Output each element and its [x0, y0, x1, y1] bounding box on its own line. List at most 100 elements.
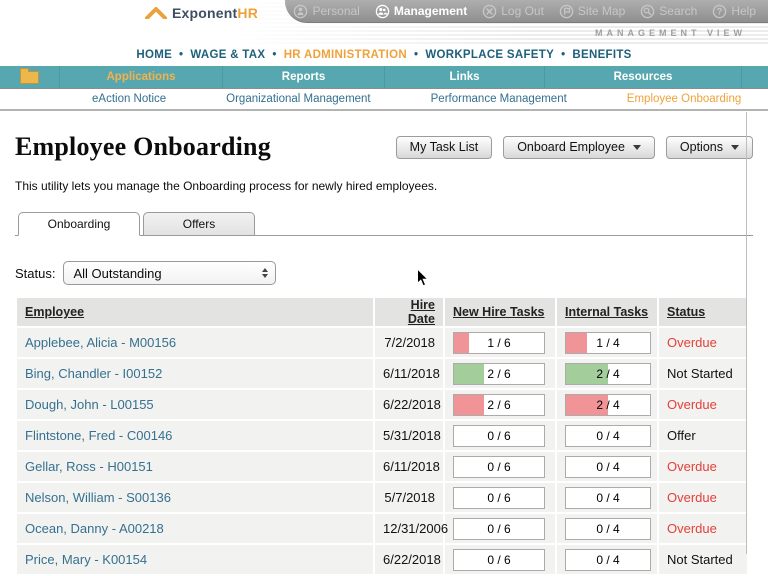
- utility-nav-personal[interactable]: Personal: [293, 4, 360, 19]
- employee-cell: Gellar, Ross - H00151: [17, 452, 373, 481]
- primary-nav-hr-administration[interactable]: HR ADMINISTRATION: [283, 49, 407, 61]
- primary-nav-benefits[interactable]: BENEFITS: [572, 49, 632, 61]
- folder-menu-button[interactable]: [0, 66, 60, 88]
- people-icon: [375, 4, 390, 19]
- task-progress-box: 0 / 4: [565, 455, 651, 478]
- hire-date-cell: 5/7/2018: [375, 483, 443, 512]
- task-progress-box: 2 / 6: [453, 362, 545, 385]
- task-progress-label: 0 / 6: [487, 490, 511, 505]
- task-progress-label: 0 / 6: [487, 428, 511, 443]
- hire-date-cell: 12/31/2006: [375, 514, 448, 543]
- button-label: My Task List: [409, 140, 479, 154]
- task-progress-box: 0 / 6: [453, 517, 545, 540]
- task-progress-label: 0 / 4: [596, 459, 620, 474]
- tab-strip-rule: [15, 235, 753, 236]
- nav-separator: •: [413, 49, 419, 61]
- task-progress-box: 0 / 4: [565, 486, 651, 509]
- utility-nav-search[interactable]: Search: [640, 4, 697, 19]
- task-progress-box: 1 / 4: [565, 331, 651, 354]
- column-header-employee[interactable]: Employee: [17, 298, 373, 326]
- task-progress-cell: 0 / 4: [557, 421, 657, 450]
- task-progress-cell: 0 / 4: [557, 483, 657, 512]
- my-task-list-button[interactable]: My Task List: [395, 135, 493, 159]
- employee-link[interactable]: Dough, John - L00155: [25, 397, 154, 412]
- menu-bar-reports[interactable]: Reports: [223, 66, 385, 88]
- employee-cell: Nelson, William - S00136: [17, 483, 373, 512]
- task-progress-label: 1 / 6: [487, 335, 511, 350]
- task-progress-cell: 0 / 6: [445, 452, 555, 481]
- onboard-employee-button[interactable]: Onboard Employee: [503, 135, 655, 159]
- task-progress-cell: 0 / 6: [445, 545, 555, 574]
- sub-nav: eAction Notice Organizational Management P…: [0, 89, 768, 111]
- task-progress-cell: 0 / 6: [445, 514, 555, 543]
- employee-link[interactable]: Nelson, William - S00136: [25, 490, 171, 505]
- utility-nav-label: Search: [659, 4, 698, 18]
- employee-cell: Flintstone, Fred - C00146: [17, 421, 373, 450]
- primary-nav-home[interactable]: HOME: [136, 49, 173, 61]
- hire-date-cell: 6/11/2018: [375, 452, 443, 481]
- options-button[interactable]: Options: [665, 135, 753, 159]
- utility-nav-log-out[interactable]: Log Out: [482, 4, 544, 19]
- tab-offers[interactable]: Offers: [143, 212, 255, 236]
- utility-nav-label: Log Out: [501, 4, 544, 18]
- status-filter-select[interactable]: All Outstanding: [63, 261, 277, 285]
- task-progress-cell: 0 / 4: [557, 452, 657, 481]
- table-row: Nelson, William - S00136 5/7/2018 0 / 6 0 /…: [17, 483, 747, 512]
- column-header-hire-date[interactable]: Hire Date: [375, 298, 443, 326]
- sub-nav-organizational-management[interactable]: Organizational Management: [226, 93, 371, 105]
- utility-nav-label: Site Map: [577, 4, 626, 18]
- task-progress-label: 2 / 6: [487, 397, 511, 412]
- hire-date-cell: 6/22/2018: [375, 545, 443, 574]
- logo-triangle-icon: [145, 7, 167, 20]
- primary-nav-workplace-safety[interactable]: WORKPLACE SAFETY: [425, 49, 555, 61]
- tab-onboarding[interactable]: Onboarding: [18, 212, 140, 236]
- menu-bar-resources[interactable]: Resources: [545, 66, 742, 88]
- button-label: Onboard Employee: [517, 140, 625, 154]
- menu-bar-applications[interactable]: Applications: [60, 66, 223, 88]
- utility-nav-label: Management: [393, 4, 468, 18]
- task-progress-fill: [454, 363, 484, 384]
- content-right-border: [746, 112, 747, 554]
- status-filter-label: Status:: [15, 265, 56, 281]
- task-progress-cell: 0 / 6: [445, 421, 555, 450]
- utility-nav-management[interactable]: Management: [375, 4, 467, 19]
- onboarding-table: Employee Hire Date New Hire Tasks Internal …: [15, 296, 749, 576]
- task-progress-box: 2 / 4: [565, 393, 651, 416]
- task-progress-box: 0 / 6: [453, 548, 545, 571]
- task-progress-box: 0 / 4: [565, 548, 651, 571]
- menu-bar-links[interactable]: Links: [385, 66, 545, 88]
- employee-link[interactable]: Flintstone, Fred - C00146: [25, 428, 173, 443]
- task-progress-cell: 0 / 4: [557, 514, 657, 543]
- menu-bar-stub: [742, 66, 768, 88]
- task-progress-label: 0 / 6: [487, 521, 511, 536]
- task-progress-label: 2 / 6: [487, 366, 511, 381]
- employee-link[interactable]: Applebee, Alicia - M00156: [25, 335, 177, 350]
- table-row: Applebee, Alicia - M00156 7/2/2018 1 / 6 1 …: [17, 328, 747, 357]
- task-progress-fill: [566, 332, 587, 353]
- utility-nav: Personal Management Log Out Site Map Search?…: [285, 0, 768, 23]
- sub-nav-eaction-notice[interactable]: eAction Notice: [92, 93, 167, 105]
- primary-nav-wage-tax[interactable]: WAGE & TAX: [190, 49, 266, 61]
- sub-nav-employee-onboarding[interactable]: Employee Onboarding: [626, 93, 742, 105]
- page-action-buttons: My Task List Onboard Employee Options: [395, 135, 753, 159]
- help-icon: ?: [712, 4, 727, 19]
- employee-link[interactable]: Gellar, Ross - H00151: [25, 459, 153, 474]
- logo-text: ExponentHR: [172, 5, 259, 21]
- employee-link[interactable]: Price, Mary - K00154: [25, 552, 148, 567]
- utility-nav-help[interactable]: ? Help: [712, 4, 756, 19]
- hire-date-cell: 7/2/2018: [375, 328, 443, 357]
- employee-cell: Bing, Chandler - I00152: [17, 359, 373, 388]
- dropdown-caret-icon: [731, 144, 739, 150]
- utility-nav-site-map[interactable]: Site Map: [559, 4, 625, 19]
- task-progress-label: 0 / 4: [596, 521, 620, 536]
- task-progress-label: 0 / 6: [487, 459, 511, 474]
- employee-link[interactable]: Ocean, Danny - A00218: [25, 521, 164, 536]
- column-header-new-hire-tasks[interactable]: New Hire Tasks: [445, 298, 555, 326]
- task-progress-box: 0 / 4: [565, 517, 651, 540]
- employee-link[interactable]: Bing, Chandler - I00152: [25, 366, 163, 381]
- page-description: This utility lets you manage the Onboard…: [15, 179, 438, 193]
- column-header-status[interactable]: Status: [659, 298, 747, 326]
- sub-nav-performance-management[interactable]: Performance Management: [430, 93, 567, 105]
- task-progress-box: 0 / 6: [453, 455, 545, 478]
- column-header-internal-tasks[interactable]: Internal Tasks: [557, 298, 657, 326]
